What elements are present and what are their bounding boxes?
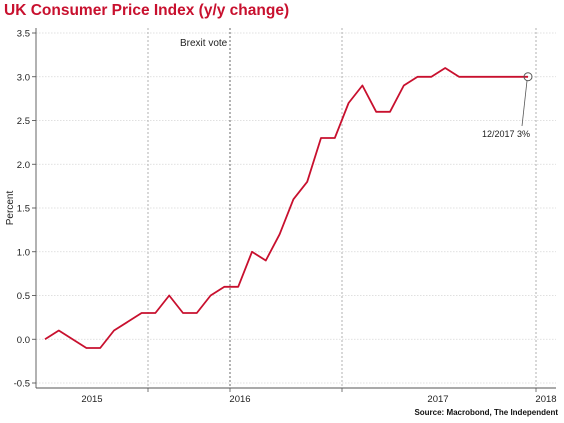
y-axis: 3.5 3.0 2.5 2.0 1.5 1.0 0.5 0.0 -0.5 Percent xyxy=(5,28,37,390)
x-tick-label: 2016 xyxy=(229,394,250,405)
x-tick-label: 2018 xyxy=(535,394,556,405)
y-tick-label: -0.5 xyxy=(14,379,30,390)
y-tick-label: 3.0 xyxy=(17,72,30,83)
y-tick-label: 0.0 xyxy=(17,335,30,346)
y-tick-label: 1.0 xyxy=(17,247,30,258)
y-tick-label: 0.5 xyxy=(17,291,30,302)
y-tick-label: 2.0 xyxy=(17,160,30,171)
series-line xyxy=(44,67,528,349)
annotations: Brexit vote 12/2017 3% xyxy=(180,38,533,139)
x-tick-label: 2017 xyxy=(427,394,448,405)
brexit-vote-label: Brexit vote xyxy=(180,38,228,49)
end-value-label: 12/2017 3% xyxy=(482,129,530,139)
y-tick-label: 2.5 xyxy=(17,116,30,127)
vertical-dividers xyxy=(147,28,537,388)
source-note: Source: Macrobond, The Independent xyxy=(414,408,558,417)
y-tick-label: 3.5 xyxy=(17,29,30,40)
y-tick-label: 1.5 xyxy=(17,204,30,215)
y-axis-title: Percent xyxy=(5,191,16,226)
leader-line xyxy=(521,80,528,127)
x-axis: 2015 2016 2017 2018 xyxy=(36,387,557,405)
endpoint-marker xyxy=(523,72,533,82)
chart-title: UK Consumer Price Index (y/y change) xyxy=(4,2,290,19)
series-layer xyxy=(44,67,528,349)
x-tick-label: 2015 xyxy=(81,394,102,405)
